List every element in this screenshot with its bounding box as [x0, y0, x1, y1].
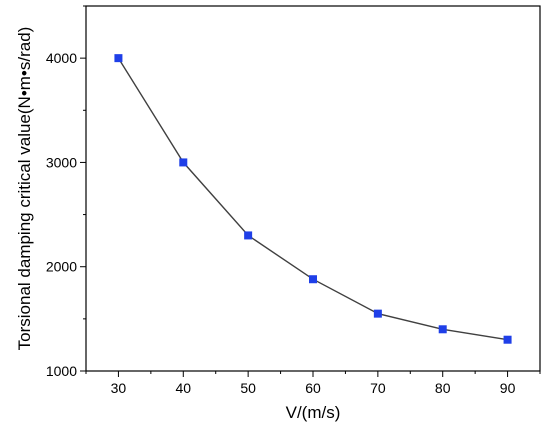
y-axis-ticks: 1000 2000 3000 4000	[46, 5, 86, 379]
x-tick-label: 30	[111, 380, 127, 396]
x-tick-label: 80	[435, 380, 451, 396]
x-tick-label: 40	[175, 380, 191, 396]
plot-frame	[85, 5, 541, 372]
data-point-marker	[373, 309, 382, 318]
x-tick-label: 70	[370, 380, 386, 396]
y-tick-label: 4000	[46, 50, 77, 66]
x-axis-title: V/(m/s)	[286, 403, 341, 422]
y-axis-title: Torsional damping critical value(N•m•s/r…	[15, 27, 34, 351]
series-line	[117, 57, 508, 341]
data-point-marker	[503, 335, 512, 344]
x-tick-label: 60	[305, 380, 321, 396]
x-tick-label: 50	[240, 380, 256, 396]
x-axis-ticks: 30 40 50 60 70 80 90	[85, 371, 541, 396]
series-group	[114, 54, 512, 344]
data-point-marker	[309, 275, 317, 284]
data-point-marker	[438, 325, 447, 334]
y-tick-label: 2000	[46, 259, 77, 275]
x-tick-label: 90	[500, 380, 516, 396]
y-tick-label: 1000	[46, 363, 77, 379]
data-point-marker	[114, 54, 123, 63]
data-point-marker	[179, 158, 188, 167]
y-tick-label: 3000	[46, 154, 77, 170]
data-point-marker	[244, 231, 253, 240]
